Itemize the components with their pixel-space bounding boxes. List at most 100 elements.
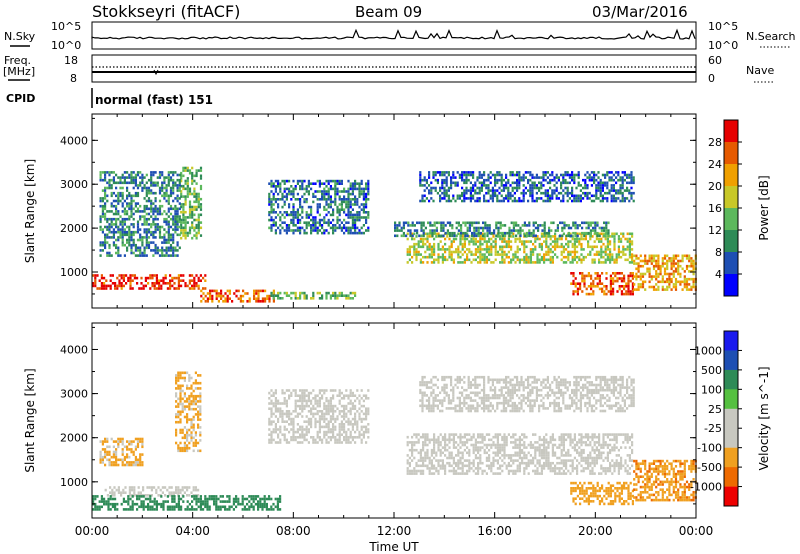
scatter-cell: [479, 446, 482, 449]
scatter-cell: [424, 255, 427, 259]
scatter-cell: [439, 467, 442, 470]
scatter-cell: [602, 255, 605, 259]
scatter-cell: [174, 228, 177, 231]
scatter-cell: [314, 218, 317, 222]
scatter-cell: [518, 248, 521, 251]
scatter-cell: [435, 226, 438, 230]
scatter-cell: [562, 433, 565, 436]
scatter-cell: [277, 297, 280, 300]
scatter-cell: [301, 185, 304, 188]
scatter-cell: [336, 208, 339, 211]
scatter-cell: [419, 181, 422, 185]
scatter-cell: [195, 171, 198, 175]
scatter-cell: [130, 173, 133, 177]
scatter-cell: [444, 255, 447, 259]
scatter-cell: [531, 194, 534, 198]
scatter-cell: [456, 171, 459, 174]
scatter-cell: [556, 242, 559, 246]
scatter-cell: [463, 245, 466, 249]
scatter-cell: [279, 291, 282, 295]
scatter-cell: [563, 226, 566, 230]
scatter-cell: [580, 237, 583, 241]
scatter-cell: [683, 270, 686, 273]
scatter-cell: [121, 236, 124, 239]
scatter-cell: [666, 254, 669, 258]
scatter-cell: [465, 189, 468, 192]
scatter-cell: [106, 199, 109, 203]
scatter-cell: [617, 171, 620, 174]
scatter-cell: [204, 287, 207, 290]
scatter-cell: [165, 238, 168, 242]
scatter-cell: [406, 261, 409, 264]
scatter-cell: [477, 464, 480, 468]
scatter-cell: [587, 274, 590, 278]
scatter-cell: [197, 169, 200, 172]
scatter-cell: [426, 235, 429, 238]
scatter-cell: [332, 208, 335, 211]
scatter-cell: [167, 207, 170, 211]
scatter-cell: [472, 197, 475, 200]
scatter-cell: [351, 291, 354, 295]
scatter-cell: [231, 300, 234, 303]
scatter-cell: [511, 171, 514, 174]
scatter-cell: [445, 181, 448, 185]
scatter-cell: [505, 184, 508, 187]
scatter-cell: [115, 199, 118, 203]
scatter-cell: [518, 467, 521, 470]
scatter-cell: [623, 279, 626, 283]
scatter-cell: [516, 469, 519, 473]
scatter-cell: [141, 243, 144, 247]
scatter-cell: [472, 433, 475, 436]
scatter-cell: [123, 171, 126, 174]
scatter-cell: [580, 454, 583, 457]
scatter-cell: [538, 261, 541, 264]
scatter-cell: [101, 215, 104, 218]
scatter-cell: [479, 240, 482, 243]
scatter-cell: [163, 228, 166, 231]
scatter-cell: [265, 508, 268, 511]
scatter-cell: [428, 191, 431, 195]
scatter-cell: [548, 229, 551, 232]
scatter-cell: [533, 181, 536, 185]
scatter-cell: [584, 456, 587, 460]
scatter-cell: [132, 223, 135, 226]
scatter-cell: [351, 192, 354, 196]
scatter-cell: [285, 291, 288, 295]
scatter-cell: [130, 246, 133, 250]
scatter-cell: [609, 287, 612, 291]
scatter-cell: [468, 242, 471, 246]
scatter-cell: [347, 211, 350, 214]
scatter-cell: [491, 194, 494, 198]
scatter-cell: [601, 199, 604, 203]
scatter-cell: [685, 283, 689, 286]
scatter-cell: [239, 294, 242, 298]
scatter-cell: [630, 191, 633, 195]
scatter-cell: [441, 191, 444, 195]
scatter-cell: [424, 242, 427, 246]
scatter-cell: [195, 274, 198, 277]
scatter-cell: [610, 197, 613, 200]
scatter-cell: [587, 456, 590, 460]
scatter-cell: [450, 242, 453, 246]
scatter-cell: [536, 237, 539, 241]
scatter-cell: [136, 228, 140, 231]
scatter-cell: [188, 192, 192, 196]
scatter-cell: [496, 438, 499, 442]
scatter-cell: [452, 459, 455, 462]
scatter-cell: [156, 249, 159, 252]
scatter-cell: [472, 448, 475, 452]
scatter-cell: [598, 237, 601, 241]
scatter-cell: [521, 461, 524, 465]
scatter-cell: [277, 226, 280, 230]
scatter-cell: [526, 231, 529, 235]
scatter-cell: [186, 177, 189, 180]
scatter-cell: [538, 253, 541, 256]
scatter-cell: [290, 218, 293, 222]
scatter-cell: [408, 464, 411, 468]
scatter-cell: [542, 178, 545, 182]
scatter-cell: [609, 285, 612, 288]
scatter-cell: [140, 500, 143, 503]
scatter-cell: [520, 199, 523, 203]
scatter-cell: [292, 231, 295, 235]
scatter-cell: [179, 488, 182, 492]
